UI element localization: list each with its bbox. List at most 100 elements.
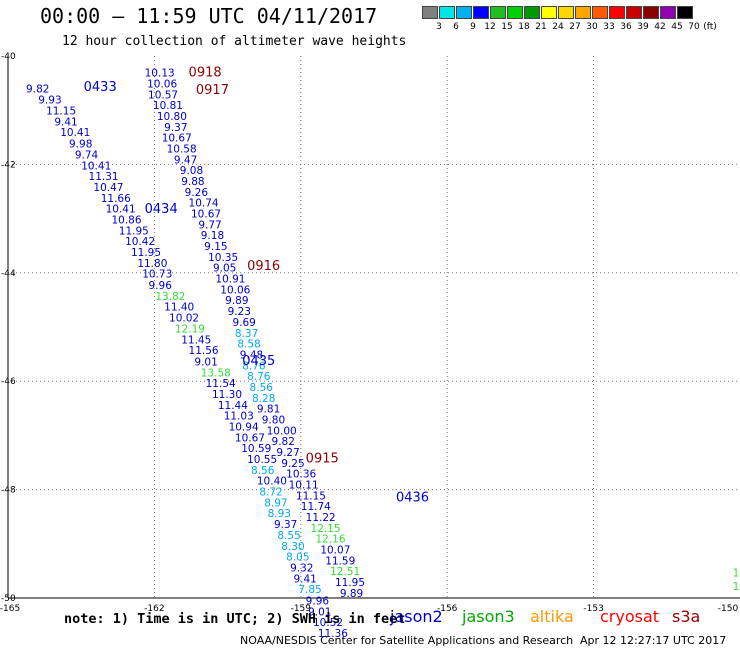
wave-height-value: 11.30	[212, 389, 242, 401]
wave-height-value: 10.06	[147, 78, 177, 90]
x-tick-label: -153	[583, 604, 603, 614]
wave-height-value: 9.96	[149, 280, 173, 292]
wave-height-value: 9.08	[180, 165, 203, 177]
wave-height-value: 9.93	[38, 95, 61, 107]
wave-height-value: 10.41	[106, 204, 136, 216]
wave-height-value: 11.54	[206, 378, 236, 390]
mission-cryosat: cryosat	[600, 607, 660, 626]
wave-height-value: 9.74	[75, 149, 99, 161]
pass-time-label: 0433	[84, 80, 117, 95]
wave-height-value: 10.58	[167, 143, 197, 155]
y-tick-label: -48	[1, 486, 16, 496]
wave-height-value: 10.74	[189, 198, 219, 210]
wave-height-value: 10.94	[229, 422, 259, 434]
scale-label: 42	[654, 22, 666, 32]
wave-height-value: 10.41	[60, 127, 90, 139]
scale-swatch	[558, 6, 574, 19]
wave-height-value: 8.56	[250, 382, 274, 394]
scale-label: 3	[436, 22, 442, 32]
scale-label: 6	[453, 22, 459, 32]
scale-swatch	[507, 6, 523, 19]
wave-height-value: 10.11	[289, 480, 319, 492]
wave-height-value: 11.95	[131, 247, 161, 259]
scale-swatch	[592, 6, 608, 19]
pass-time-label: 0917	[196, 83, 229, 98]
wave-height-value: 10.00	[267, 425, 297, 437]
wave-height-value: 9.96	[306, 596, 330, 608]
scale-swatch	[456, 6, 472, 19]
wave-height-value: 9.82	[26, 83, 49, 95]
mission-s3a: s3a	[672, 607, 701, 626]
wave-height-value: 7.85	[298, 584, 321, 596]
wave-height-value: 11.15	[46, 106, 76, 118]
wave-height-value: 11.80	[137, 258, 167, 270]
pass-time-label: 0916	[247, 259, 280, 274]
scale-swatch	[626, 6, 642, 19]
credit-text: NOAA/NESDIS Center for Satellite Applica…	[240, 634, 574, 647]
scale-swatch	[677, 6, 693, 19]
scale-label: 70	[688, 22, 700, 32]
scale-label: 24	[552, 22, 564, 32]
wave-height-value: 11.15	[296, 490, 326, 502]
y-tick-label: -44	[1, 269, 16, 279]
wave-height-value: 9.41	[54, 116, 77, 128]
wave-height-value: 10.67	[162, 133, 192, 145]
wave-height-value: 8.58	[237, 339, 260, 351]
wave-height-value: 9.48	[240, 349, 263, 361]
scale-label: 18	[518, 22, 530, 32]
wave-height-value: 11.59	[325, 555, 355, 567]
wave-height-value: 9.23	[228, 306, 251, 318]
mission-jason3: jason3	[462, 607, 515, 626]
wave-height-value: 10.59	[241, 443, 271, 455]
wave-height-value: 9.15	[204, 241, 227, 253]
pass-time-label: 0434	[145, 202, 178, 217]
wave-height-value: 12.15	[311, 523, 341, 535]
wave-height-value: 8.76	[247, 371, 271, 383]
wave-height-value: 13.82	[155, 291, 185, 303]
wave-height-value: 9.82	[272, 436, 295, 448]
x-tick-label: -165	[0, 604, 20, 614]
scale-swatch	[473, 6, 489, 19]
wave-height-value: 9.01	[308, 606, 331, 618]
y-tick-label: -50	[1, 594, 16, 604]
wave-height-value: 10.73	[142, 269, 172, 281]
x-tick-label: -159	[291, 604, 312, 614]
time-labels: 0433 0434 0435 0436 0918 0917 0916 0915	[84, 66, 429, 506]
wave-height-value: 9.37	[164, 122, 187, 134]
wave-height-value: 8.55	[277, 530, 300, 542]
wave-height-value: 9.26	[185, 187, 209, 199]
wave-height-value: 9.27	[276, 447, 299, 459]
y-tick-label: -40	[1, 52, 16, 62]
pass-time-label: 0915	[306, 452, 339, 467]
wave-height-value: 11.22	[306, 512, 336, 524]
wave-height-value: 9.88	[181, 176, 204, 188]
wave-height-value: 10.07	[320, 545, 350, 557]
wave-height-value: 11.36	[318, 628, 348, 640]
wave-height-value: 9.32	[290, 562, 313, 574]
wave-height-value: 11.44	[218, 400, 248, 412]
wave-height-value: 8.05	[286, 552, 309, 564]
wave-height-value: 13.58	[201, 367, 231, 379]
scale-swatch	[575, 6, 591, 19]
wave-height-value: 10.42	[125, 236, 155, 248]
wave-height-value: 12.51	[330, 566, 360, 578]
plot-grid	[8, 56, 740, 598]
scale-swatch	[524, 6, 540, 19]
chart-subtitle: 12 hour collection of altimeter wave hei…	[62, 34, 407, 49]
pass-time-label: 0435	[242, 354, 275, 369]
scale-label: 33	[603, 22, 615, 32]
pass-time-label: 0436	[396, 491, 429, 506]
wave-height-value: 9.81	[257, 404, 280, 416]
wave-height-value: 10.86	[111, 214, 141, 226]
scale-unit: (ft)	[703, 22, 717, 32]
wave-height-value: 8.72	[259, 487, 282, 499]
wave-height-value: 10.02	[169, 313, 199, 325]
wave-height-value: 10.67	[191, 209, 221, 221]
scale-swatch	[660, 6, 676, 19]
wave-height-value: 11.45	[181, 334, 211, 346]
wave-height-value: 10.57	[148, 89, 178, 101]
scale-label: 30	[586, 22, 598, 32]
scale-label: 27	[569, 22, 581, 32]
scale-label: 12	[484, 22, 496, 32]
wave-height-value: 8.37	[235, 328, 258, 340]
